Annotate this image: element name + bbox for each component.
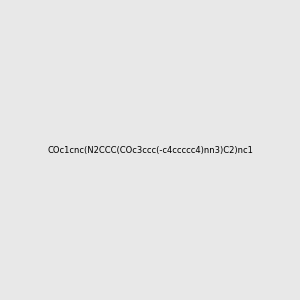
Text: COc1cnc(N2CCC(COc3ccc(-c4ccccc4)nn3)C2)nc1: COc1cnc(N2CCC(COc3ccc(-c4ccccc4)nn3)C2)n…: [47, 146, 253, 154]
